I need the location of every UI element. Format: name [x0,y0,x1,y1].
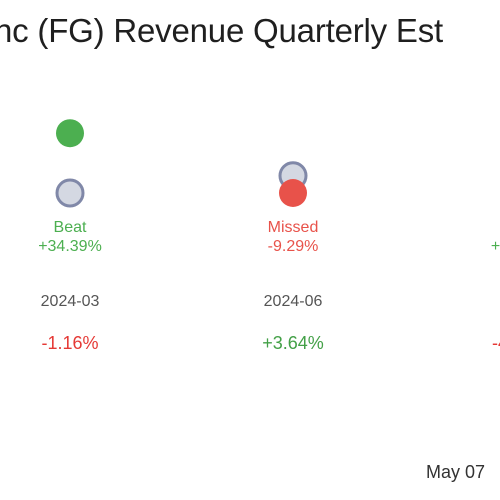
footer-date: May 07 [426,462,486,482]
change-label: -1.16% [41,333,98,353]
chart-title: nc (FG) Revenue Quarterly Est [0,12,444,49]
status-label: Missed [268,219,319,236]
surprise-label: -9.29% [268,238,319,255]
actual-marker [56,119,84,148]
status-label: Beat [54,219,87,236]
surprise-label: +1 [491,238,500,255]
actual-marker [279,179,307,207]
estimate-marker [55,178,85,208]
surprise-label: +34.39% [38,238,102,255]
period-label: 2024-03 [41,293,100,310]
change-label: +3.64% [262,333,324,353]
change-label: -4 [492,333,500,353]
period-label: 2024-06 [264,293,323,310]
